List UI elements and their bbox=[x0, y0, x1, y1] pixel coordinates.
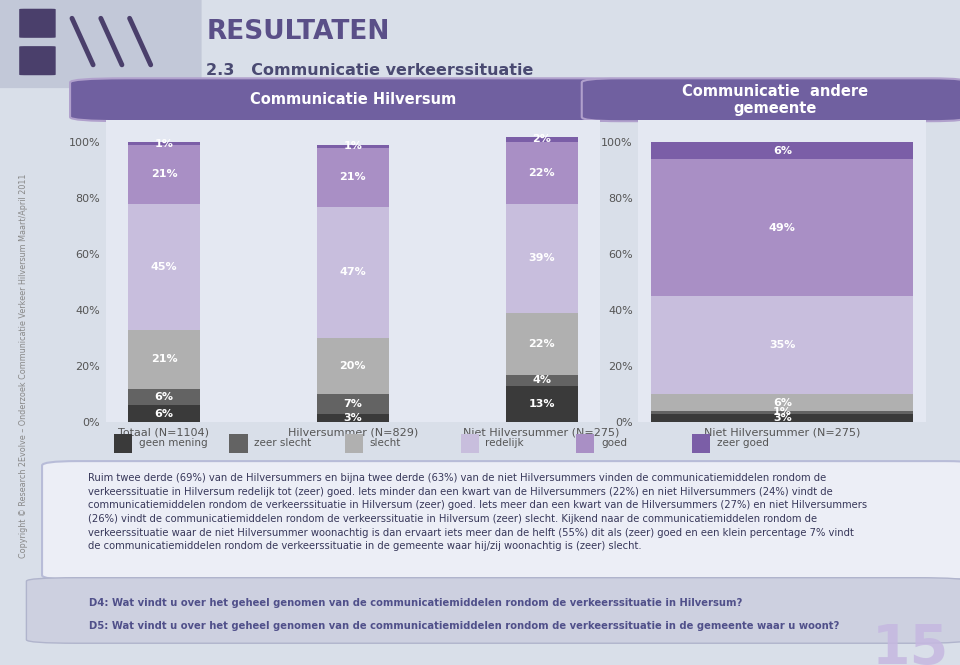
Text: 7%: 7% bbox=[344, 399, 362, 409]
Text: 21%: 21% bbox=[151, 354, 178, 364]
FancyBboxPatch shape bbox=[582, 78, 960, 121]
Text: slecht: slecht bbox=[370, 438, 401, 448]
Bar bbox=[128, 388, 200, 406]
Text: 35%: 35% bbox=[769, 340, 796, 350]
Text: 1%: 1% bbox=[155, 138, 174, 148]
Text: 22%: 22% bbox=[528, 339, 555, 349]
FancyBboxPatch shape bbox=[26, 578, 960, 643]
Bar bbox=[506, 136, 578, 142]
Bar bbox=[128, 145, 200, 203]
Text: Communicatie  andere
gemeente: Communicatie andere gemeente bbox=[683, 84, 868, 116]
Text: zeer slecht: zeer slecht bbox=[254, 438, 311, 448]
Text: 6%: 6% bbox=[155, 392, 174, 402]
FancyBboxPatch shape bbox=[70, 78, 636, 121]
Bar bbox=[128, 203, 200, 330]
Bar bbox=[652, 296, 913, 394]
Bar bbox=[128, 330, 200, 388]
Bar bbox=[692, 434, 710, 453]
Bar bbox=[317, 207, 389, 338]
Bar bbox=[317, 394, 389, 414]
Text: zeer goed: zeer goed bbox=[716, 438, 768, 448]
Text: 4%: 4% bbox=[532, 375, 551, 385]
Bar bbox=[128, 142, 200, 145]
Bar bbox=[652, 142, 913, 159]
Text: 6%: 6% bbox=[773, 146, 792, 156]
Text: 2%: 2% bbox=[532, 134, 551, 144]
Text: 2.3   Communicatie verkeerssituatie: 2.3 Communicatie verkeerssituatie bbox=[206, 63, 534, 78]
Text: redelijk: redelijk bbox=[486, 438, 524, 448]
Text: Ruim twee derde (69%) van de Hilversummers en bijna twee derde (63%) van de niet: Ruim twee derde (69%) van de Hilversumme… bbox=[88, 473, 867, 551]
Text: 3%: 3% bbox=[344, 413, 362, 423]
Bar bbox=[317, 145, 389, 148]
Bar bbox=[652, 414, 913, 422]
FancyBboxPatch shape bbox=[0, 0, 202, 88]
Text: 1%: 1% bbox=[344, 142, 362, 152]
Bar bbox=[652, 394, 913, 411]
Bar bbox=[229, 434, 248, 453]
Bar bbox=[128, 406, 200, 422]
Bar bbox=[506, 203, 578, 313]
Bar bbox=[317, 414, 389, 422]
Text: 22%: 22% bbox=[528, 168, 555, 178]
Text: 49%: 49% bbox=[769, 223, 796, 233]
Bar bbox=[506, 313, 578, 374]
Text: D5: Wat vindt u over het geheel genomen van de communicatiemiddelen rondom de ve: D5: Wat vindt u over het geheel genomen … bbox=[89, 621, 840, 631]
Text: geen mening: geen mening bbox=[138, 438, 207, 448]
Bar bbox=[114, 434, 132, 453]
Text: 21%: 21% bbox=[151, 170, 178, 180]
Text: 15: 15 bbox=[872, 622, 948, 665]
Text: 45%: 45% bbox=[151, 262, 178, 272]
Bar bbox=[506, 142, 578, 203]
Text: 13%: 13% bbox=[528, 399, 555, 409]
Text: 6%: 6% bbox=[773, 398, 792, 408]
Bar bbox=[506, 386, 578, 422]
Bar bbox=[576, 434, 594, 453]
Text: 1%: 1% bbox=[773, 408, 792, 418]
Text: D4: Wat vindt u over het geheel genomen van de communicatiemiddelen rondom de ve: D4: Wat vindt u over het geheel genomen … bbox=[89, 598, 743, 608]
Bar bbox=[506, 374, 578, 386]
Bar bbox=[652, 159, 913, 296]
Bar bbox=[317, 338, 389, 394]
Text: 20%: 20% bbox=[340, 361, 366, 371]
Text: 39%: 39% bbox=[528, 253, 555, 263]
FancyBboxPatch shape bbox=[42, 461, 960, 580]
Text: Copyright © Research 2Evolve – Onderzoek Communicatie Verkeer Hilversum Maart/Ap: Copyright © Research 2Evolve – Onderzoek… bbox=[19, 174, 29, 558]
Bar bbox=[461, 434, 479, 453]
Bar bbox=[345, 434, 363, 453]
Text: 6%: 6% bbox=[155, 409, 174, 419]
Text: Communicatie Hilversum: Communicatie Hilversum bbox=[250, 92, 456, 107]
Text: RESULTATEN: RESULTATEN bbox=[206, 19, 390, 45]
Text: goed: goed bbox=[601, 438, 627, 448]
FancyBboxPatch shape bbox=[19, 46, 56, 75]
Bar bbox=[652, 411, 913, 414]
Bar bbox=[317, 148, 389, 207]
Text: 21%: 21% bbox=[340, 172, 366, 182]
Text: 3%: 3% bbox=[773, 413, 792, 423]
FancyBboxPatch shape bbox=[19, 9, 56, 38]
Text: 47%: 47% bbox=[340, 267, 366, 277]
